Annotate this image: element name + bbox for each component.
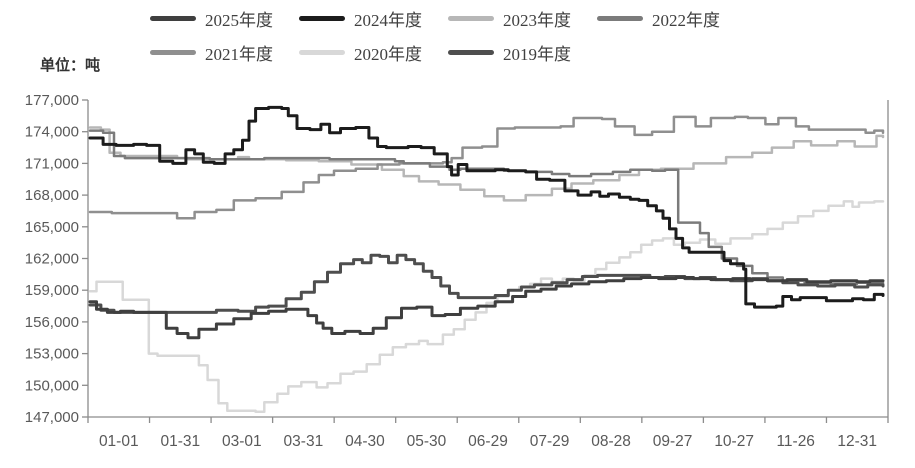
- legend: 2025年度 2024年度 2023年度 2022年度 2021年度 2020年度 2019…: [150, 6, 850, 64]
- y-axis-label: 165,000: [25, 219, 79, 236]
- legend-item-2023: 2023年度: [448, 6, 571, 30]
- y-axis-label: 168,000: [25, 187, 79, 204]
- series-line-2023: [88, 126, 885, 202]
- legend-swatch-icon: [299, 15, 345, 21]
- legend-swatch-icon: [448, 15, 494, 21]
- series-line-2021: [88, 115, 885, 220]
- legend-swatch-icon: [597, 15, 643, 21]
- legend-item-2020: 2020年度: [299, 40, 422, 64]
- x-axis-label: 04-30: [345, 433, 385, 450]
- x-axis-label: 03-31: [284, 433, 324, 450]
- x-axis-label: 05-30: [407, 433, 447, 450]
- legend-swatch-icon: [150, 49, 196, 55]
- series-line-2022: [88, 129, 885, 286]
- y-axis-label: 153,000: [25, 346, 79, 363]
- legend-item-2019: 2019年度: [448, 40, 571, 64]
- y-axis-label: 177,000: [25, 92, 79, 109]
- legend-swatch-icon: [448, 49, 494, 55]
- x-axis-label: 11-26: [776, 433, 815, 450]
- x-axis-label: 01-01: [99, 433, 139, 450]
- x-axis-label: 06-29: [468, 433, 508, 450]
- legend-item-2025: 2025年度: [150, 6, 273, 30]
- x-axis-label: 09-27: [653, 433, 693, 450]
- legend-item-2021: 2021年度: [150, 40, 273, 64]
- x-axis-label: 08-28: [591, 433, 631, 450]
- y-axis-label: 162,000: [25, 251, 79, 268]
- legend-label: 2021年度: [205, 44, 273, 64]
- legend-label: 2025年度: [205, 10, 273, 30]
- legend-item-2022: 2022年度: [597, 6, 720, 30]
- x-axis-label: 12-31: [837, 433, 877, 450]
- legend-label: 2024年度: [354, 10, 422, 30]
- legend-label: 2023年度: [503, 10, 571, 30]
- y-axis-label: 174,000: [25, 124, 79, 141]
- legend-label: 2020年度: [354, 44, 422, 64]
- unit-label: 单位：吨: [40, 58, 101, 74]
- y-axis-label: 156,000: [25, 314, 79, 331]
- x-axis-label: 10-27: [714, 433, 754, 450]
- legend-swatch-icon: [150, 15, 196, 21]
- legend-label: 2022年度: [652, 10, 720, 30]
- y-axis-label: 171,000: [25, 155, 79, 172]
- legend-label: 2019年度: [503, 44, 571, 64]
- x-axis-label: 03-01: [222, 433, 262, 450]
- x-axis-label: 01-31: [160, 433, 200, 450]
- legend-swatch-icon: [299, 49, 345, 55]
- x-axis-label: 07-29: [530, 433, 570, 450]
- series-line-2024: [88, 105, 885, 309]
- y-axis-label: 147,000: [25, 409, 79, 426]
- y-axis-label: 150,000: [25, 377, 79, 394]
- legend-item-2024: 2024年度: [299, 6, 422, 30]
- y-axis-label: 159,000: [25, 282, 79, 299]
- series-line-2025: [88, 276, 885, 340]
